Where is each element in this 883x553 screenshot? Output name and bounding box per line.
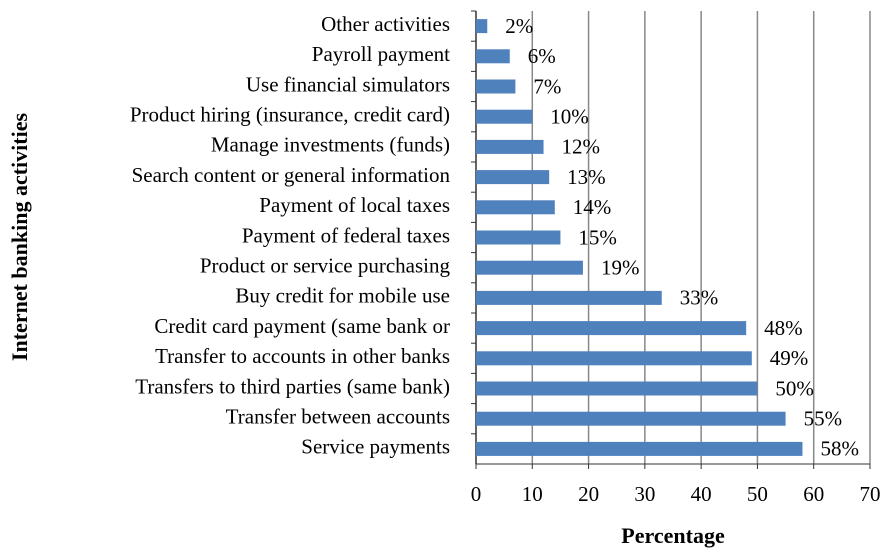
value-label: 12% xyxy=(562,135,601,159)
bar xyxy=(476,260,583,275)
bar xyxy=(476,321,747,336)
bar xyxy=(476,200,555,215)
y-tick-label: Product or service purchasing xyxy=(200,254,451,278)
value-label: 2% xyxy=(505,14,533,38)
bar xyxy=(476,19,488,34)
x-tick-label: 60 xyxy=(803,482,824,506)
value-label: 10% xyxy=(550,105,589,129)
y-axis-title: Internet banking activities xyxy=(7,113,32,362)
x-tick-label: 0 xyxy=(471,482,482,506)
x-axis-title: Percentage xyxy=(621,523,725,548)
y-tick-label: Transfers to third parties (same bank) xyxy=(135,374,450,398)
bar xyxy=(476,170,550,185)
x-tick-label: 70 xyxy=(860,482,881,506)
y-tick-label: Search content or general information xyxy=(132,163,451,187)
y-tick-label: Payment of federal taxes xyxy=(242,223,450,247)
bar xyxy=(476,441,803,456)
y-tick-label: Credit card payment (same bank or xyxy=(154,314,450,338)
value-label: 15% xyxy=(578,225,617,249)
x-tick-label: 30 xyxy=(634,482,655,506)
y-tick-label: Transfer to accounts in other banks xyxy=(155,344,450,368)
value-label: 7% xyxy=(533,74,561,98)
x-tick-label: 10 xyxy=(522,482,543,506)
value-label: 19% xyxy=(601,256,640,280)
y-tick-label: Transfer between accounts xyxy=(226,405,450,429)
bar xyxy=(476,139,544,154)
bar xyxy=(476,290,662,305)
value-label: 33% xyxy=(680,286,719,310)
value-label: 48% xyxy=(764,316,803,340)
y-tick-label: Manage investments (funds) xyxy=(211,133,450,157)
bar xyxy=(476,49,510,64)
y-tick-label: Payroll payment xyxy=(312,42,450,66)
y-tick-label: Other activities xyxy=(321,12,450,36)
value-label: 13% xyxy=(567,165,606,189)
x-tick-label: 50 xyxy=(747,482,768,506)
y-tick-label: Payment of local taxes xyxy=(259,193,450,217)
bar xyxy=(476,230,561,245)
x-tick-label: 20 xyxy=(578,482,599,506)
x-tick-label: 40 xyxy=(691,482,712,506)
bar xyxy=(476,79,516,94)
value-label: 58% xyxy=(820,437,859,461)
bar xyxy=(476,351,752,366)
value-label: 49% xyxy=(770,346,809,370)
y-tick-label: Product hiring (insurance, credit card) xyxy=(130,103,450,127)
value-label: 6% xyxy=(528,44,556,68)
value-label: 14% xyxy=(573,195,612,219)
bar xyxy=(476,381,758,396)
y-tick-label: Buy credit for mobile use xyxy=(235,284,450,308)
value-label: 55% xyxy=(804,407,843,431)
y-tick-label: Service payments xyxy=(301,435,450,459)
value-label: 50% xyxy=(775,376,814,400)
bar xyxy=(476,109,533,124)
y-tick-label: Use financial simulators xyxy=(246,72,450,96)
bar xyxy=(476,411,786,426)
